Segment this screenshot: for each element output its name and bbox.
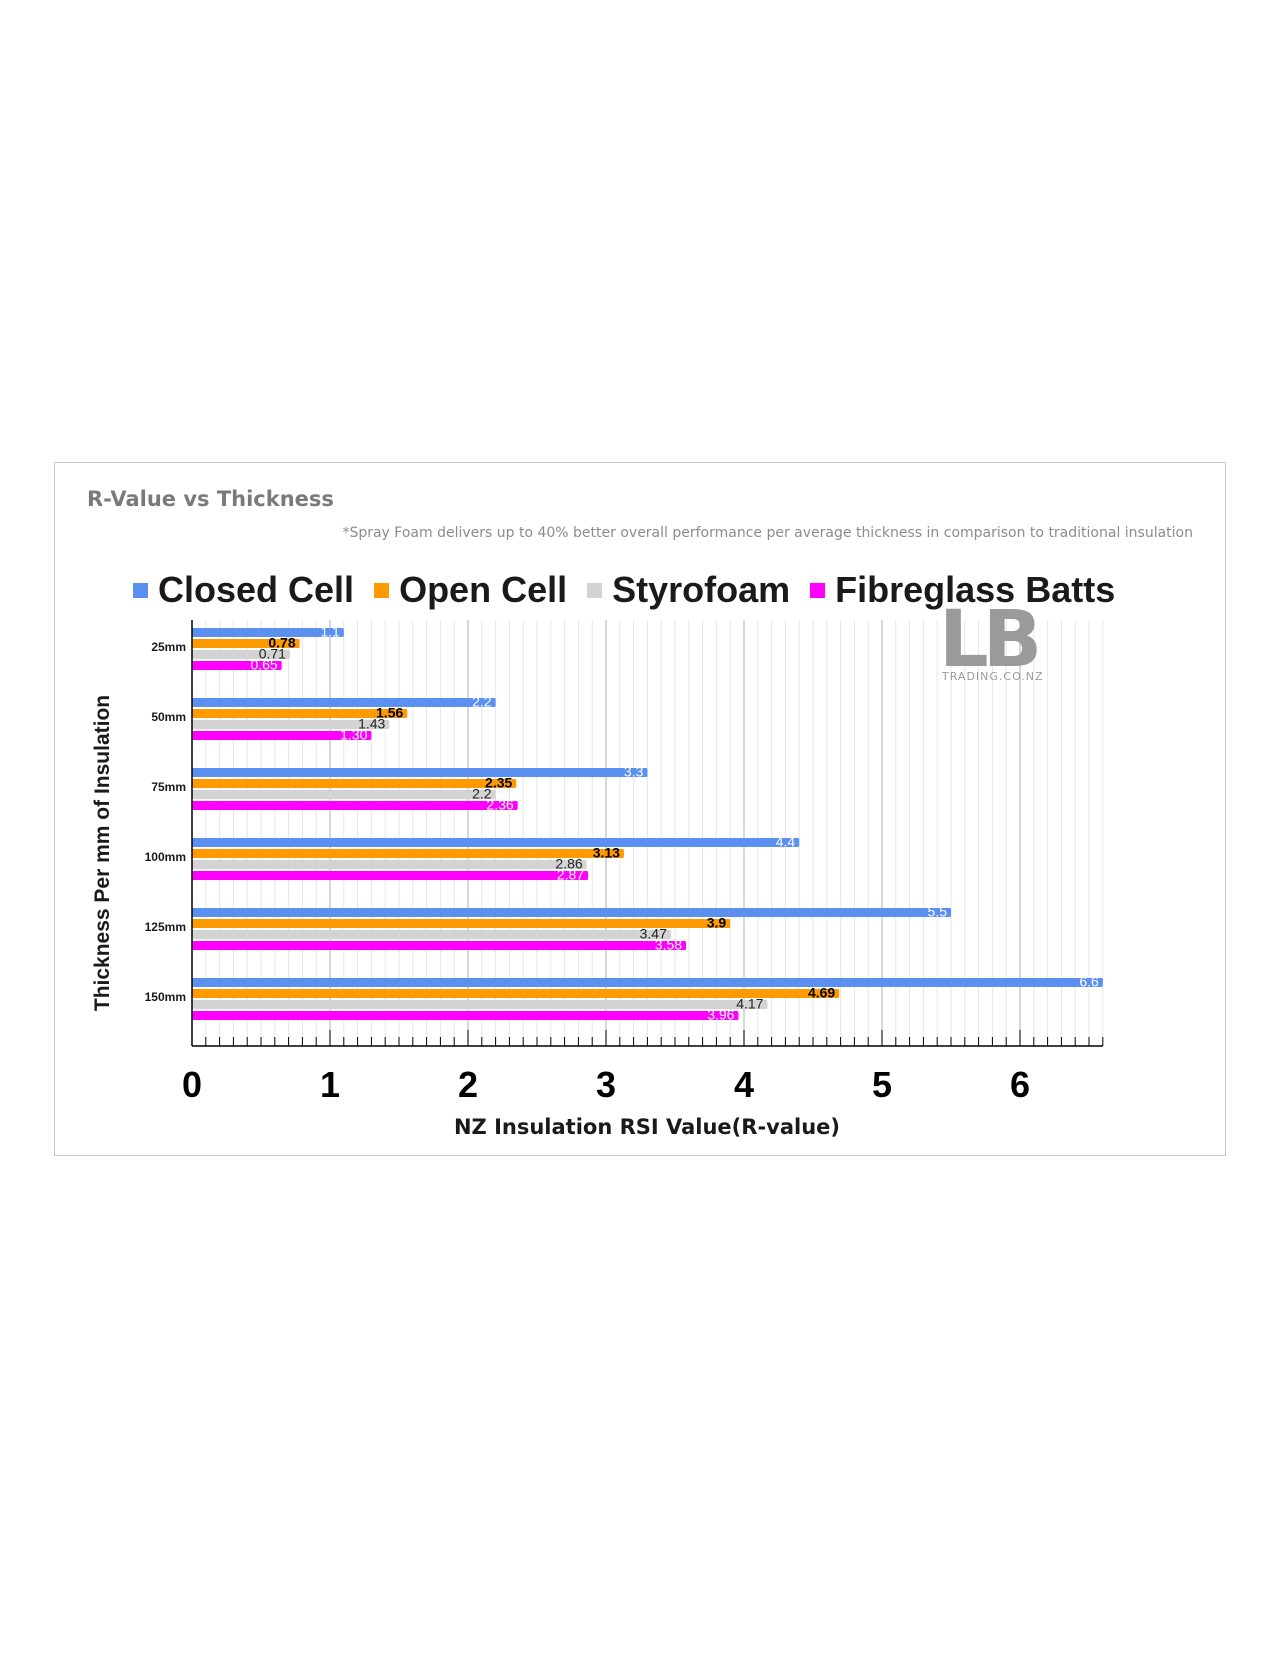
chart-subtitle: *Spray Foam delivers up to 40% better ov…	[342, 525, 1193, 541]
data-label-open-cell: 0.78	[268, 635, 295, 651]
legend-swatch-fibreglass-batts	[810, 582, 826, 598]
y-axis-title: Thickness Per mm of Insulation	[91, 695, 114, 1011]
data-label-styrofoam: 0.71	[259, 646, 286, 662]
data-label-fibreglass-batts: 0.65	[250, 657, 277, 673]
data-label-closed-cell: 5.5	[928, 904, 948, 920]
data-label-closed-cell: 6.6	[1079, 974, 1099, 990]
data-label-styrofoam: 1.43	[358, 716, 385, 732]
legend-label-styrofoam: Styrofoam	[612, 569, 791, 610]
bar-closed-cell-125mm	[192, 908, 951, 917]
bar-fibreglass-batts-150mm	[192, 1011, 739, 1020]
x-tick-label-5: 5	[872, 1064, 892, 1105]
data-label-styrofoam: 4.17	[736, 996, 763, 1012]
x-tick-label-1: 1	[320, 1064, 340, 1105]
bar-fibreglass-batts-100mm	[192, 871, 589, 880]
category-label-100mm: 100mm	[145, 850, 186, 864]
legend-label-open-cell: Open Cell	[399, 569, 568, 610]
bar-styrofoam-75mm	[192, 790, 496, 799]
data-label-closed-cell: 2.2	[472, 694, 492, 710]
bar-open-cell-150mm	[192, 989, 840, 998]
data-label-fibreglass-batts: 3.96	[707, 1007, 734, 1023]
data-label-fibreglass-batts: 2.36	[486, 797, 513, 813]
bar-open-cell-75mm	[192, 779, 517, 788]
category-label-25mm: 25mm	[151, 640, 186, 654]
bar-closed-cell-25mm	[192, 628, 344, 637]
bar-styrofoam-150mm	[192, 1000, 768, 1009]
bar-styrofoam-125mm	[192, 930, 671, 939]
watermark-sub: TRADING.CO.NZ	[942, 670, 1044, 683]
data-label-fibreglass-batts: 3.58	[655, 937, 682, 953]
legend-item-styrofoam: Styrofoam	[587, 569, 790, 611]
legend-item-closed-cell: Closed Cell	[133, 569, 354, 611]
x-axis-title: NZ Insulation RSI Value(R-value)	[454, 1115, 840, 1139]
legend-item-fibreglass-batts: Fibreglass Batts	[810, 569, 1115, 611]
chart-title: R-Value vs Thickness	[87, 487, 334, 511]
data-label-open-cell: 4.69	[808, 985, 835, 1001]
bar-closed-cell-100mm	[192, 838, 800, 847]
data-label-closed-cell: 1.1	[320, 624, 340, 640]
bar-styrofoam-100mm	[192, 860, 587, 869]
data-label-styrofoam: 3.47	[640, 926, 667, 942]
legend-swatch-open-cell	[374, 582, 390, 598]
data-label-fibreglass-batts: 1.30	[340, 727, 367, 743]
data-label-styrofoam: 2.2	[472, 786, 492, 802]
legend-item-open-cell: Open Cell	[374, 569, 567, 611]
bar-fibreglass-batts-75mm	[192, 801, 518, 810]
bar-fibreglass-batts-25mm	[192, 661, 282, 670]
watermark-main: LB	[939, 595, 1042, 685]
bar-styrofoam-25mm	[192, 650, 290, 659]
category-label-150mm: 150mm	[145, 990, 186, 1004]
bar-open-cell-25mm	[192, 639, 300, 648]
bar-open-cell-125mm	[192, 919, 731, 928]
legend-label-fibreglass-batts: Fibreglass Batts	[835, 569, 1116, 610]
x-tick-label-2: 2	[458, 1064, 478, 1105]
bar-open-cell-100mm	[192, 849, 624, 858]
legend-swatch-closed-cell	[133, 582, 148, 598]
data-label-closed-cell: 3.3	[624, 764, 644, 780]
watermark-logo: LB TRADING.CO.NZ	[939, 595, 1085, 685]
bar-closed-cell-75mm	[192, 768, 648, 777]
x-tick-label-6: 6	[1010, 1064, 1030, 1105]
x-tick-label-3: 3	[596, 1064, 616, 1105]
bar-fibreglass-batts-50mm	[192, 731, 372, 740]
bar-closed-cell-50mm	[192, 698, 496, 707]
bar-fibreglass-batts-125mm	[192, 941, 687, 950]
data-label-open-cell: 2.35	[485, 775, 512, 791]
bar-styrofoam-50mm	[192, 720, 390, 729]
legend-swatch-styrofoam	[587, 582, 603, 598]
data-label-styrofoam: 2.86	[555, 856, 582, 872]
legend-label-closed-cell: Closed Cell	[158, 569, 355, 610]
data-label-open-cell: 3.13	[593, 845, 620, 861]
x-tick-label-0: 0	[182, 1064, 202, 1105]
x-tick-label-4: 4	[734, 1064, 754, 1105]
data-label-closed-cell: 4.4	[776, 834, 796, 850]
legend: Closed Cell Open Cell Styrofoam Fibregla…	[133, 569, 1135, 611]
category-label-75mm: 75mm	[151, 780, 186, 794]
bar-closed-cell-150mm	[192, 978, 1103, 987]
bar-open-cell-50mm	[192, 709, 408, 718]
category-label-125mm: 125mm	[145, 920, 186, 934]
data-label-open-cell: 1.56	[376, 705, 403, 721]
category-label-50mm: 50mm	[151, 710, 186, 724]
data-label-fibreglass-batts: 2.87	[557, 867, 584, 883]
data-label-open-cell: 3.9	[707, 915, 727, 931]
